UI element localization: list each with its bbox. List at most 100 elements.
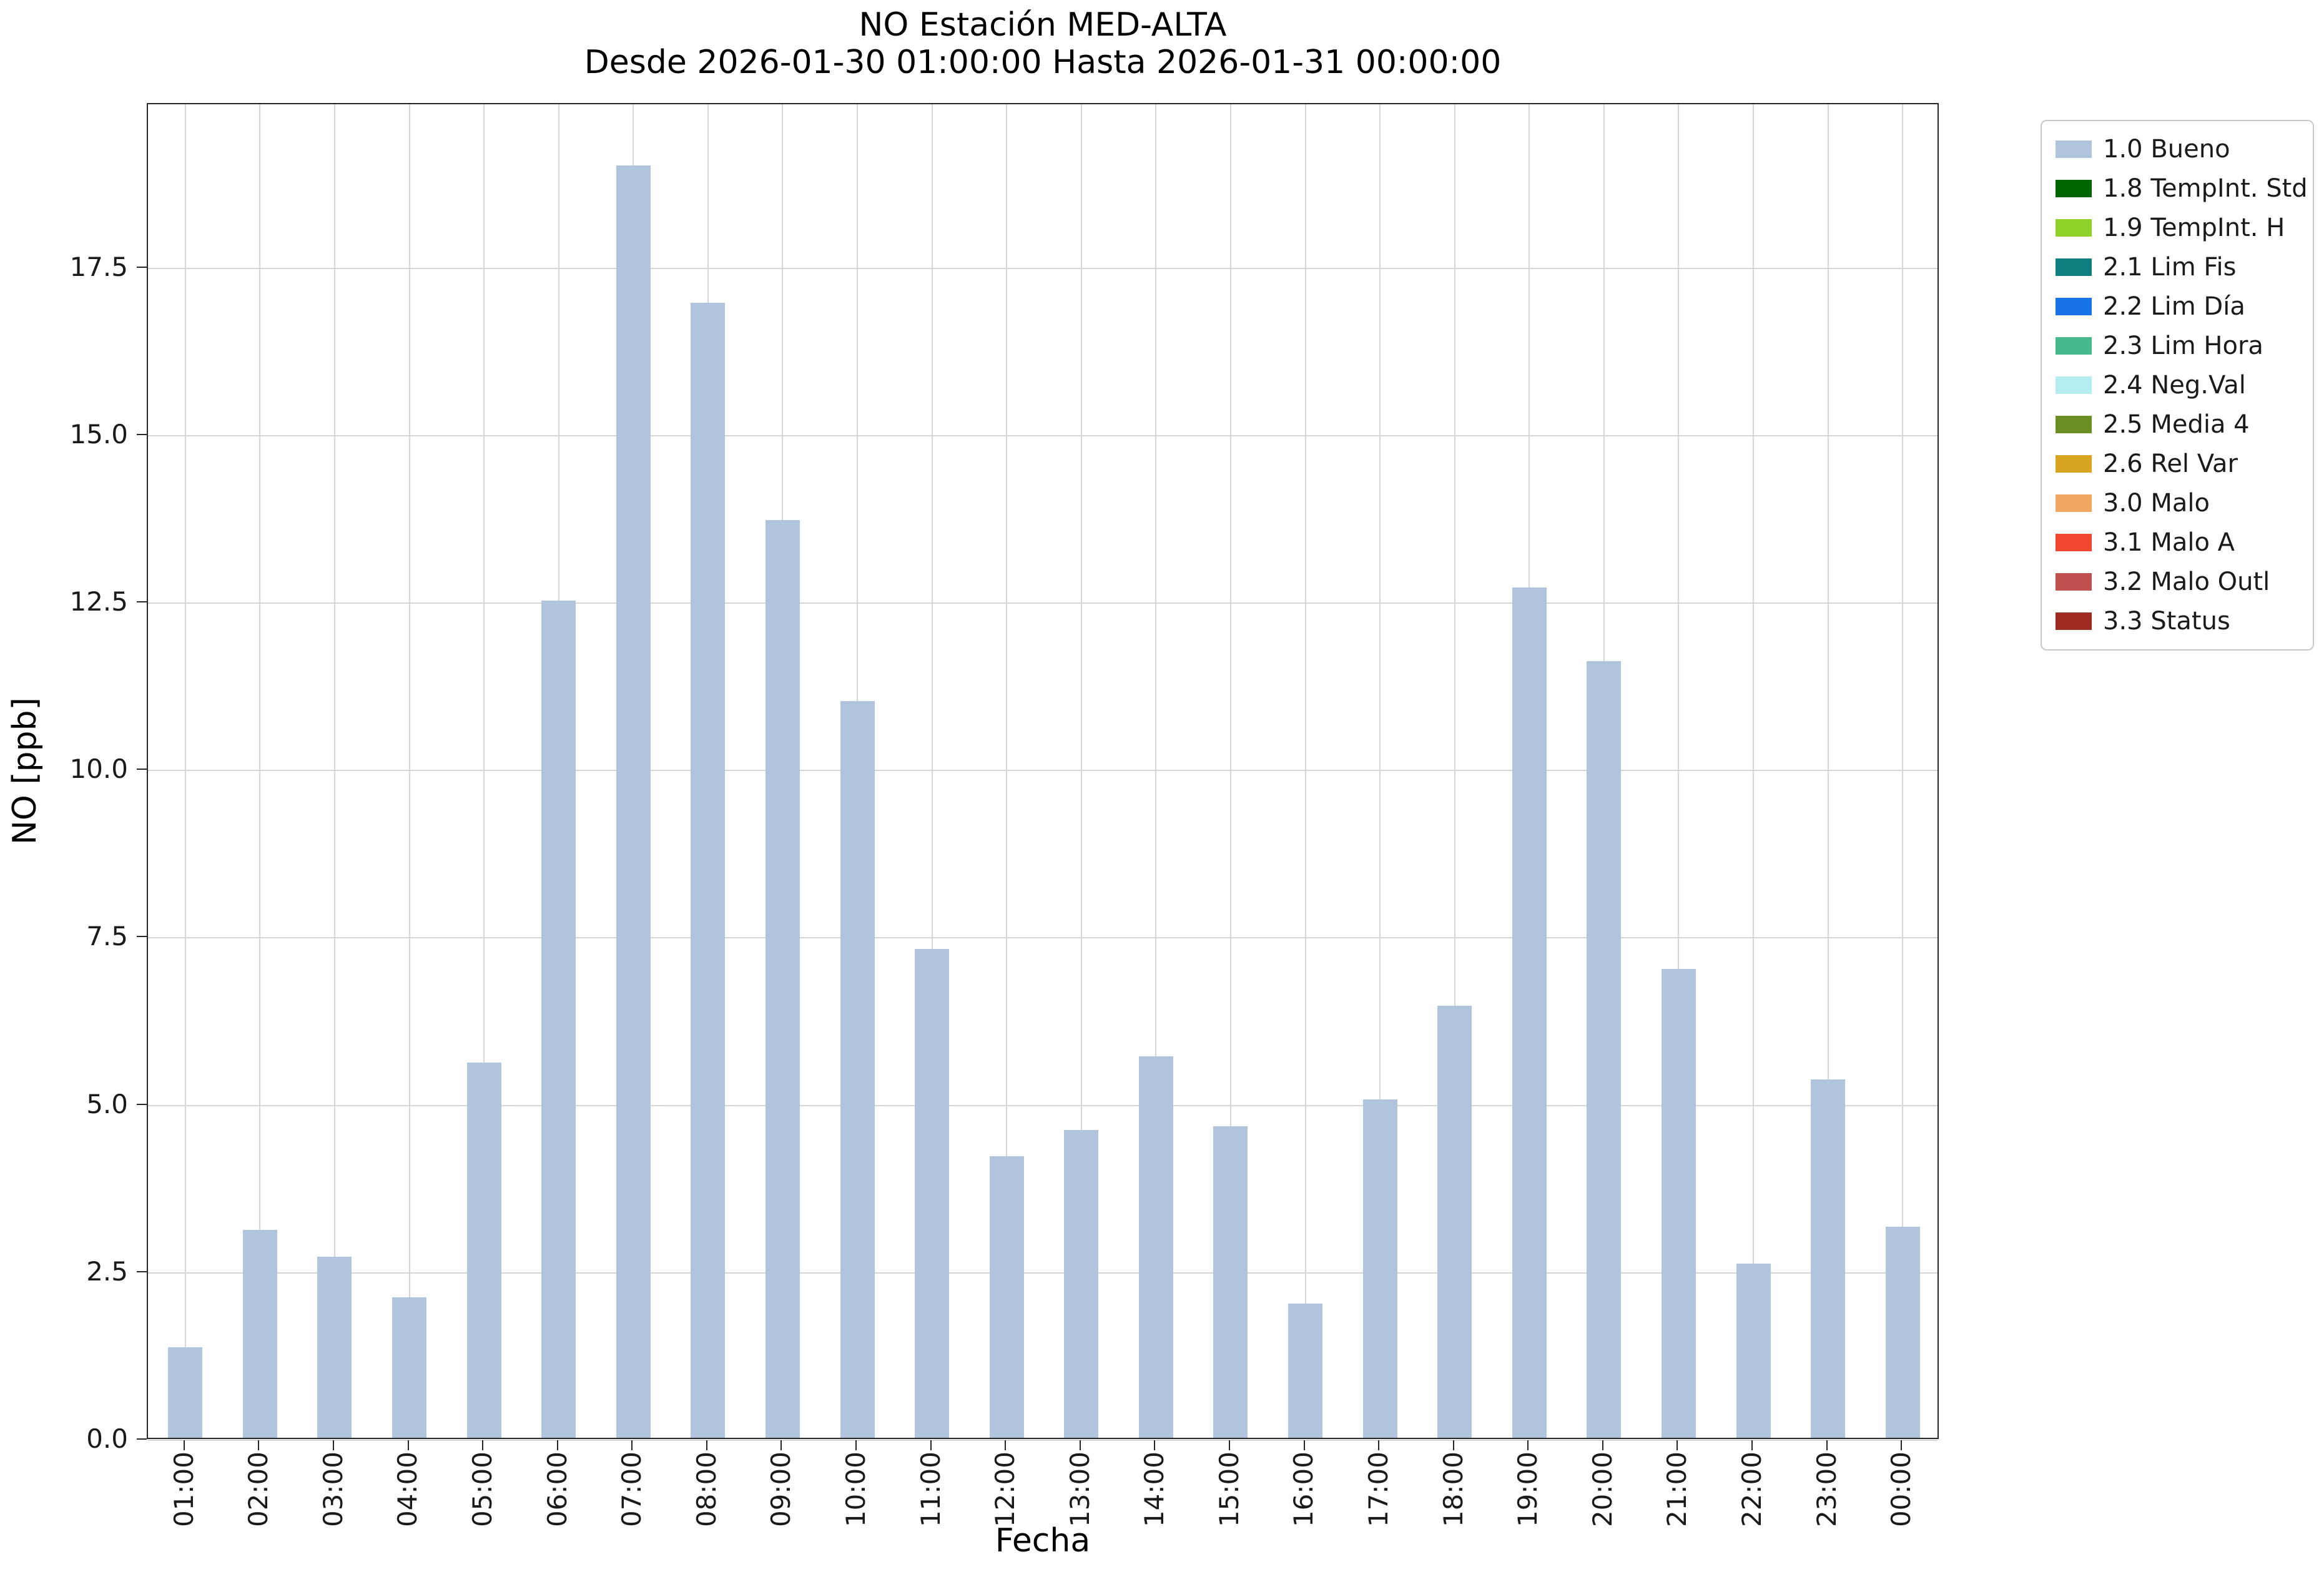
x-tick-mark — [332, 1440, 334, 1450]
x-tick-mark — [1228, 1440, 1230, 1450]
plot-area — [147, 103, 1939, 1441]
bar — [1885, 1227, 1920, 1438]
legend: 1.0 Bueno 1.8 TempInt. Std 1.9 TempInt. H 2… — [2041, 120, 2314, 651]
chart-title-line2: Desde 2026-01-30 01:00:00 Hasta 2026-01-… — [584, 44, 1502, 81]
y-gridline — [148, 1440, 1937, 1441]
x-tick-label: 12:00 — [990, 1452, 1021, 1528]
x-tick-mark — [631, 1440, 633, 1450]
legend-entry-label: 3.3 Status — [2103, 607, 2230, 636]
x-tick-label: 23:00 — [1811, 1452, 1842, 1528]
x-gridline — [1155, 104, 1157, 1438]
y-tick-mark — [137, 769, 147, 770]
x-gridline — [1379, 104, 1381, 1438]
x-tick-label: 02:00 — [243, 1452, 274, 1528]
legend-entry: 2.1 Lim Fis — [2056, 250, 2299, 284]
x-tick-label: 06:00 — [541, 1452, 573, 1528]
x-tick-label: 21:00 — [1662, 1452, 1693, 1528]
x-tick-label: 15:00 — [1213, 1452, 1244, 1528]
bar — [1213, 1126, 1248, 1438]
legend-entry: 3.3 Status — [2056, 604, 2299, 638]
y-tick-label: 10.0 — [69, 754, 128, 785]
x-tick-mark — [1079, 1440, 1081, 1450]
x-tick-mark — [1751, 1440, 1753, 1450]
bar — [1512, 587, 1547, 1438]
x-tick-mark — [1901, 1440, 1903, 1450]
x-tick-mark — [407, 1440, 409, 1450]
bar — [1362, 1099, 1397, 1438]
x-gridline — [184, 104, 186, 1438]
legend-swatch-icon — [2056, 140, 2092, 158]
y-gridline — [148, 937, 1937, 939]
legend-entry-label: 2.1 Lim Fis — [2103, 253, 2237, 282]
x-gridline — [1678, 104, 1680, 1438]
y-tick-mark — [137, 601, 147, 603]
x-gridline — [1304, 104, 1306, 1438]
legend-entry-label: 2.2 Lim Día — [2103, 292, 2245, 321]
x-tick-mark — [1452, 1440, 1454, 1450]
bar — [1064, 1129, 1099, 1438]
x-tick-label: 18:00 — [1437, 1452, 1469, 1528]
legend-entry-label: 2.6 Rel Var — [2103, 450, 2238, 478]
x-tick-label: 04:00 — [392, 1452, 423, 1528]
x-tick-label: 19:00 — [1512, 1452, 1544, 1528]
x-gridline — [1827, 104, 1829, 1438]
legend-swatch-icon — [2056, 455, 2092, 473]
bar — [915, 948, 950, 1438]
x-gridline — [259, 104, 261, 1438]
y-tick-mark — [137, 266, 147, 268]
legend-entry-label: 3.1 Malo A — [2103, 528, 2235, 557]
legend-entry-label: 1.9 TempInt. H — [2103, 214, 2285, 242]
x-tick-mark — [855, 1440, 857, 1450]
bar — [541, 601, 576, 1438]
y-tick-label: 0.0 — [86, 1423, 128, 1454]
bar — [691, 302, 726, 1438]
x-tick-label: 05:00 — [467, 1452, 498, 1528]
bar — [1736, 1264, 1771, 1438]
legend-entry-label: 3.2 Malo Outl — [2103, 567, 2270, 596]
y-gridline — [148, 1104, 1937, 1106]
bar — [840, 701, 875, 1438]
bar — [1288, 1304, 1323, 1438]
legend-entry: 3.2 Malo Outl — [2056, 565, 2299, 599]
legend-entry-label: 2.4 Neg.Val — [2103, 371, 2246, 400]
y-gridline — [148, 1272, 1937, 1274]
x-tick-mark — [1005, 1440, 1007, 1450]
x-tick-mark — [1602, 1440, 1603, 1450]
x-tick-label: 10:00 — [840, 1452, 872, 1528]
y-gridline — [148, 602, 1937, 604]
legend-swatch-icon — [2056, 534, 2092, 551]
x-tick-mark — [482, 1440, 484, 1450]
legend-swatch-icon — [2056, 337, 2092, 355]
legend-entry-label: 1.8 TempInt. Std — [2103, 174, 2308, 203]
x-tick-mark — [1527, 1440, 1529, 1450]
y-tick-mark — [137, 1438, 147, 1440]
legend-swatch-icon — [2056, 219, 2092, 237]
x-gridline — [333, 104, 335, 1438]
bar — [1437, 1006, 1472, 1438]
x-tick-mark — [706, 1440, 707, 1450]
x-tick-label: 20:00 — [1587, 1452, 1618, 1528]
legend-entry-label: 2.5 Media 4 — [2103, 410, 2250, 439]
legend-entry: 2.3 Lim Hora — [2056, 329, 2299, 363]
x-tick-label: 07:00 — [616, 1452, 647, 1528]
x-axis-label: Fecha — [995, 1522, 1091, 1560]
x-gridline — [1080, 104, 1082, 1438]
legend-entry: 2.4 Neg.Val — [2056, 368, 2299, 402]
chart-title: NO Estación MED-ALTA Desde 2026-01-30 01… — [147, 6, 1939, 81]
bar — [1811, 1079, 1846, 1438]
y-tick-label: 7.5 — [86, 921, 128, 952]
x-tick-label: 08:00 — [691, 1452, 722, 1528]
legend-entry-label: 3.0 Malo — [2103, 489, 2210, 518]
x-tick-label: 01:00 — [168, 1452, 199, 1528]
legend-swatch-icon — [2056, 612, 2092, 630]
x-tick-label: 14:00 — [1139, 1452, 1170, 1528]
bar — [392, 1297, 427, 1438]
x-tick-label: 03:00 — [317, 1452, 348, 1528]
x-gridline — [1229, 104, 1231, 1438]
legend-swatch-icon — [2056, 298, 2092, 315]
y-tick-label: 5.0 — [86, 1088, 128, 1119]
bar — [765, 520, 800, 1438]
chart-title-line1: NO Estación MED-ALTA — [859, 6, 1227, 44]
y-tick-label: 17.5 — [69, 251, 128, 282]
